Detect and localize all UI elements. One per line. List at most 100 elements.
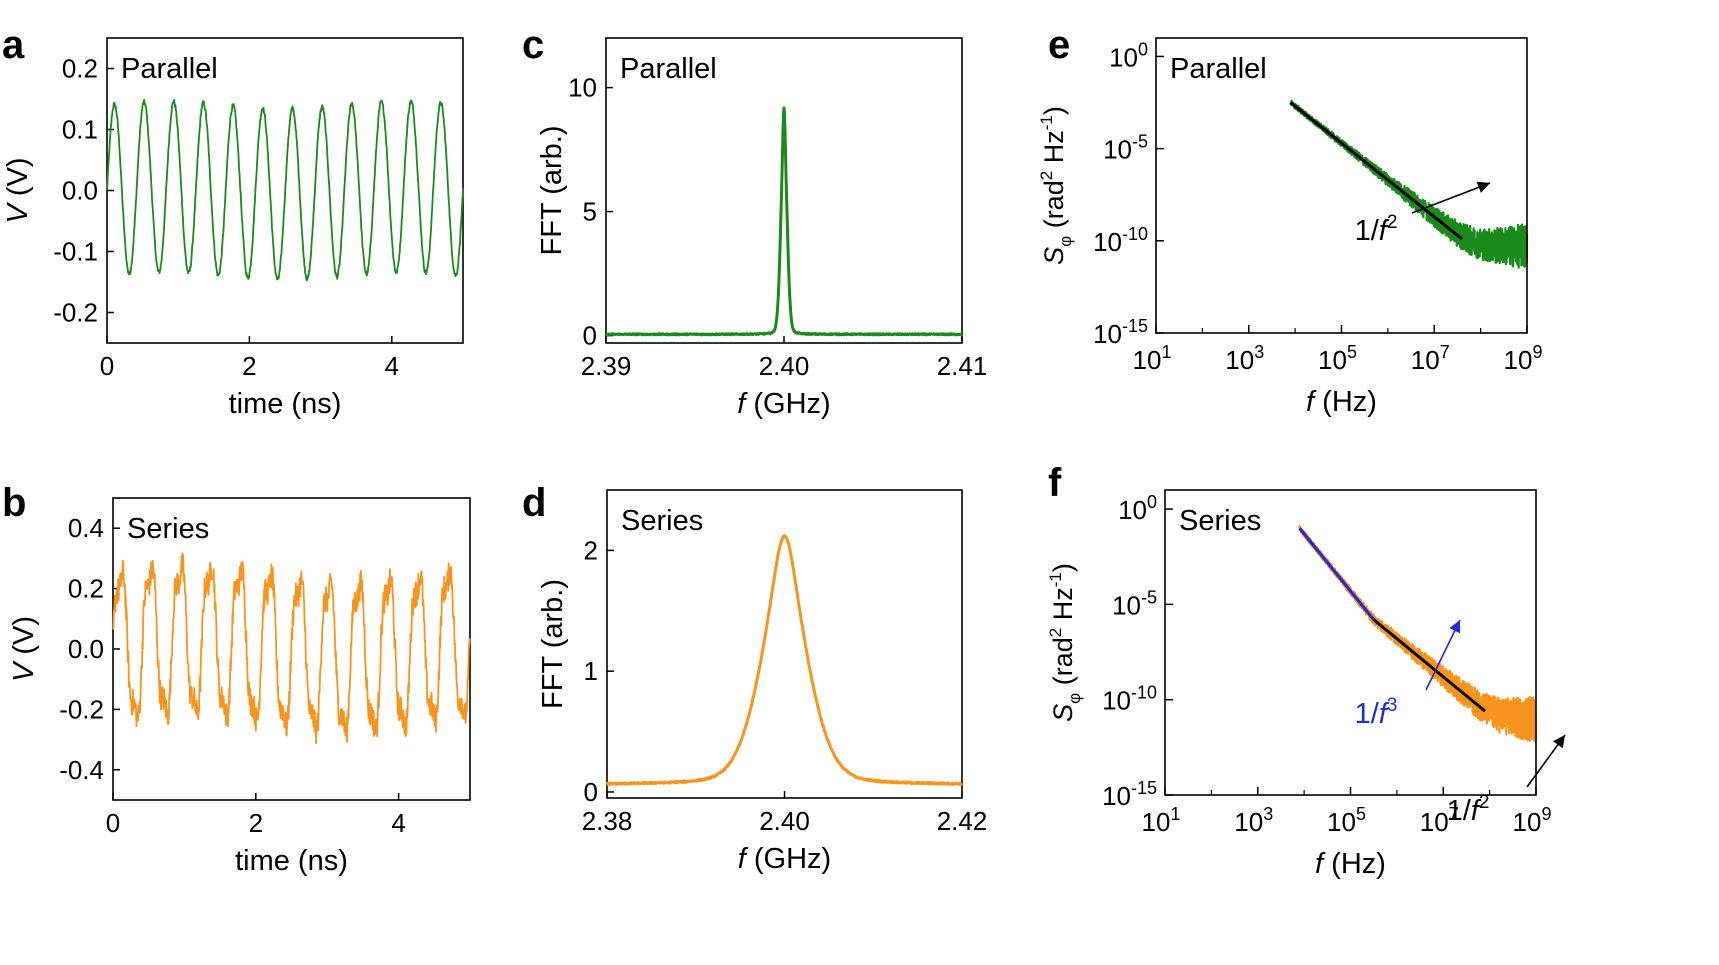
- tick-base: 10: [1504, 345, 1533, 375]
- y-tick-label: 100: [1118, 492, 1157, 525]
- tick-base: 10: [1225, 345, 1254, 375]
- tick-base: 10: [1234, 807, 1263, 837]
- tick-base: 10: [1411, 345, 1440, 375]
- y-tick-label: 10-5: [1112, 587, 1157, 620]
- tick-base: 10: [1513, 807, 1542, 837]
- x-axis-label: time (ns): [235, 845, 348, 877]
- y-tick-label: 10-15: [1102, 778, 1157, 811]
- tick-base: 10: [1142, 807, 1171, 837]
- y-axis-label-rest: (rad: [1048, 637, 1078, 693]
- y-axis-label-mid: Hz: [1048, 587, 1078, 628]
- y-tick-label: 0.0: [68, 634, 104, 664]
- y-tick-label: 10-10: [1102, 683, 1157, 716]
- x-tick-label: 2.39: [581, 351, 632, 381]
- tick-base: 10: [1093, 227, 1122, 257]
- y-axis-label: V (V): [2, 157, 34, 223]
- y-tick-label: 10: [568, 73, 597, 103]
- tick-exponent: 7: [1449, 804, 1459, 824]
- x-axis-label-var: f: [738, 843, 749, 875]
- fit-label: 1/f3: [1355, 695, 1398, 730]
- x-tick-label: 2: [242, 351, 256, 381]
- fit-label: 1/f2: [1447, 792, 1490, 827]
- y-axis-label-sup: -1: [1046, 572, 1065, 587]
- y-axis-label-end: ): [1048, 563, 1078, 572]
- panel-label-d: d: [522, 481, 546, 525]
- x-tick-label: 101: [1133, 342, 1172, 375]
- y-axis-label-var: V: [2, 202, 34, 224]
- x-tick-label: 101: [1142, 804, 1181, 837]
- tick-exponent: -5: [1141, 587, 1157, 607]
- x-tick-label: 107: [1420, 804, 1459, 837]
- y-tick-label: -0.4: [59, 755, 104, 785]
- tick-exponent: 3: [1254, 342, 1264, 362]
- tick-exponent: 1: [1161, 342, 1171, 362]
- data-line-b: [112, 552, 471, 745]
- tick-base: 10: [1118, 495, 1147, 525]
- x-axis-label-var: f: [1306, 386, 1317, 418]
- x-axis-label: f (Hz): [1306, 386, 1377, 418]
- tick-exponent: -5: [1132, 132, 1148, 152]
- x-tick-label: 2.40: [759, 351, 810, 381]
- y-tick-label: 10-5: [1103, 132, 1148, 165]
- data-line-e: [1289, 99, 1529, 269]
- fit-arrow: [1425, 619, 1461, 691]
- x-axis-label: f (GHz): [738, 843, 831, 875]
- fit-line-f-0: [1298, 527, 1375, 621]
- fit-arrow-head: [1449, 620, 1461, 634]
- tick-base: 10: [1103, 135, 1132, 165]
- fit-label-exp: 2: [1479, 792, 1490, 813]
- fit-label-var: f: [1379, 215, 1390, 247]
- fit-arrow-head: [1553, 735, 1565, 749]
- panel-label-b: b: [2, 481, 26, 525]
- data-line-d: [605, 534, 963, 786]
- y-tick-label: -0.2: [53, 298, 98, 328]
- data-line-c: [605, 106, 963, 337]
- fit-label-num: 1/: [1447, 795, 1472, 827]
- y-tick-label: 2: [584, 535, 598, 565]
- y-tick-label: -0.2: [59, 694, 104, 724]
- y-tick-label: 0.4: [68, 513, 104, 543]
- y-axis-label-var: S: [1039, 247, 1069, 265]
- tick-exponent: 5: [1347, 342, 1357, 362]
- y-axis-label-sup: 2: [1037, 171, 1056, 180]
- y-axis-label-unit: (V): [2, 157, 34, 204]
- y-tick-label: 0.1: [62, 115, 98, 145]
- y-tick-label: 0: [583, 321, 597, 351]
- panel-label-f: f: [1048, 461, 1062, 505]
- panel-annotation-a: Parallel: [121, 53, 218, 85]
- fit-label-exp: 3: [1387, 695, 1398, 716]
- fit-label: 1/f2: [1355, 212, 1398, 247]
- x-axis-label-var: f: [737, 388, 748, 420]
- panel-label-c: c: [522, 23, 544, 67]
- x-axis-label: f (GHz): [737, 388, 830, 420]
- y-tick-label: -0.1: [53, 237, 98, 267]
- fit-label-num: 1/: [1355, 698, 1380, 730]
- x-tick-label: 4: [385, 351, 399, 381]
- fit-label-var: f: [1379, 698, 1390, 730]
- tick-exponent: -15: [1122, 316, 1148, 336]
- y-axis-label-mid: Hz: [1039, 130, 1069, 171]
- fit-label-var: f: [1471, 795, 1482, 827]
- tick-base: 10: [1420, 807, 1449, 837]
- panel-annotation-d: Series: [621, 505, 703, 537]
- fit-label-num: 1/: [1355, 215, 1380, 247]
- panel-annotation-e: Parallel: [1170, 53, 1267, 85]
- x-tick-label: 107: [1411, 342, 1450, 375]
- y-axis-label-end: ): [1039, 106, 1069, 115]
- x-tick-label: 2.40: [759, 806, 810, 836]
- y-tick-label: 5: [583, 197, 597, 227]
- y-axis-label: Sφ (rad2 Hz-1): [1046, 563, 1084, 722]
- y-axis-label-rest: (rad: [1039, 180, 1069, 236]
- x-tick-label: 4: [391, 808, 405, 838]
- x-tick-label: 103: [1234, 804, 1273, 837]
- tick-base: 10: [1327, 807, 1356, 837]
- x-axis-label-unit: (GHz): [746, 843, 831, 875]
- x-tick-label: 105: [1327, 804, 1366, 837]
- y-tick-label: 0: [584, 777, 598, 807]
- tick-base: 10: [1112, 590, 1141, 620]
- fit-label-exp: 2: [1387, 212, 1398, 233]
- data-line-a: [106, 98, 464, 282]
- data-line-f: [1298, 524, 1538, 743]
- x-tick-label: 0: [100, 351, 114, 381]
